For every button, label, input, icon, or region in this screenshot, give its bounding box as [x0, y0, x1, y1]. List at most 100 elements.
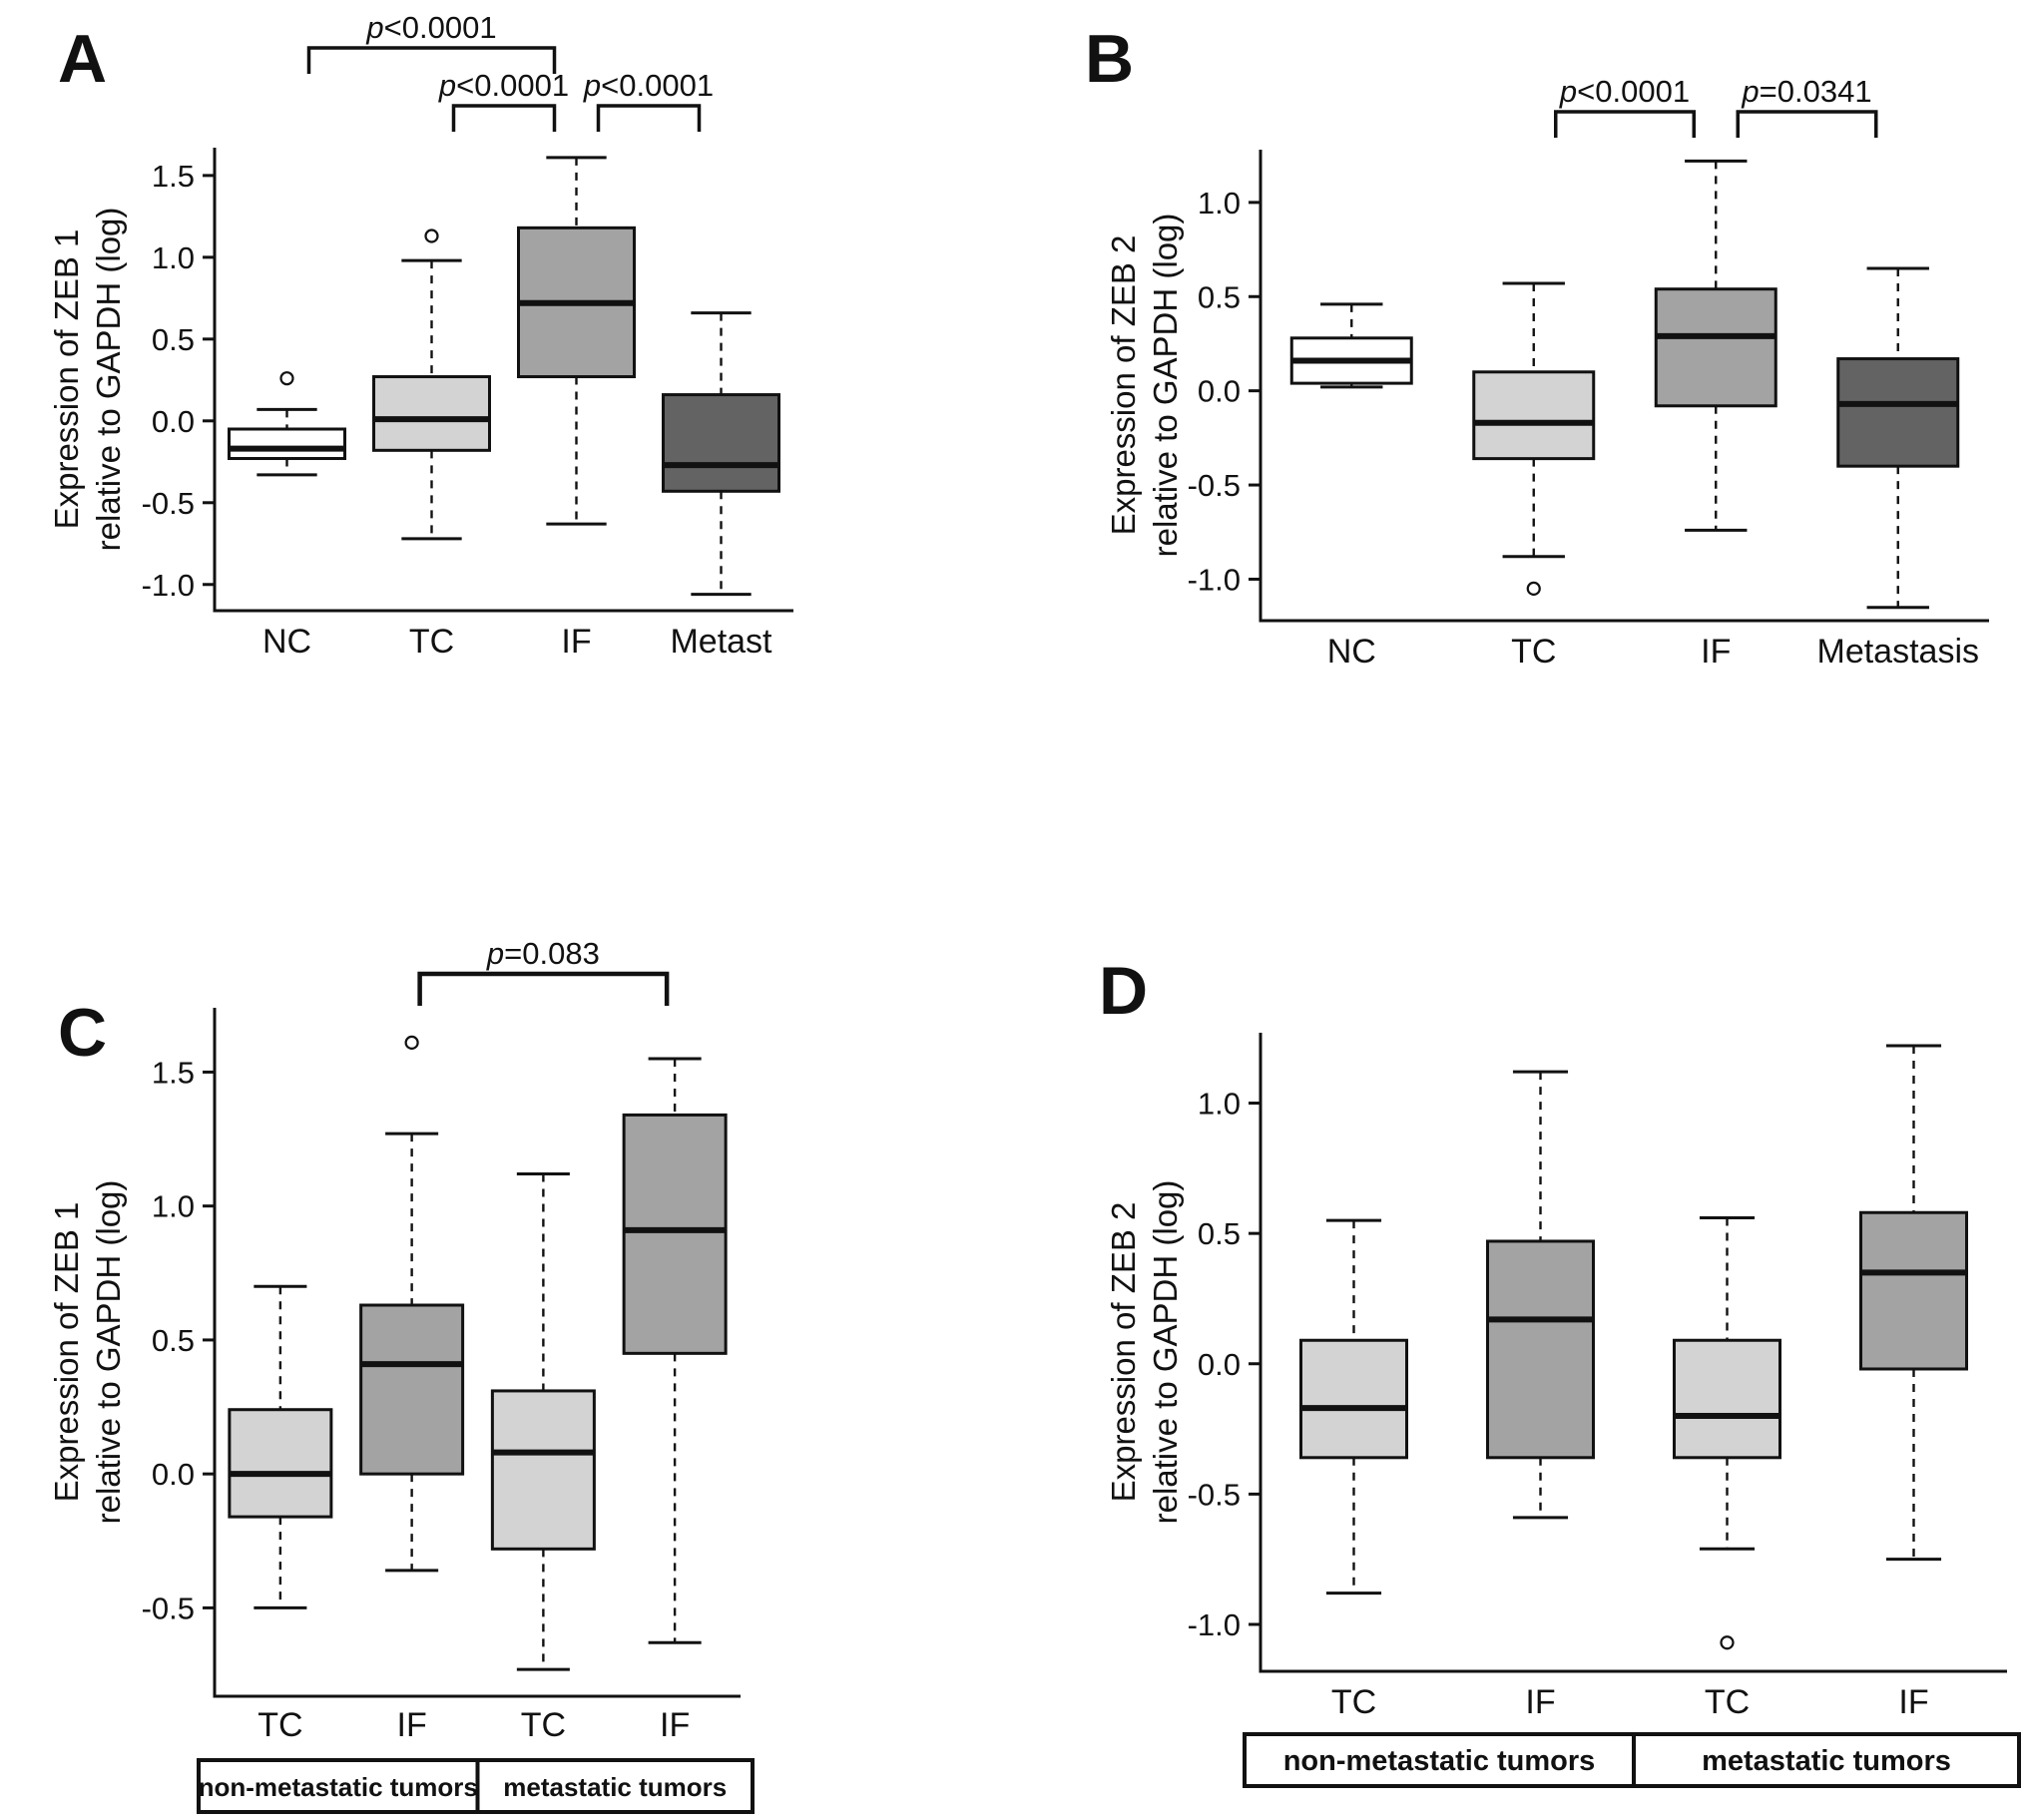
significance-bracket: p<0.0001 — [1554, 74, 1696, 138]
significance-bracket: p<0.0001 — [583, 68, 714, 132]
y-tick-label: -0.5 — [142, 486, 195, 521]
group-label: non-metastatic tumors — [197, 1758, 480, 1814]
iqr-box — [1472, 370, 1596, 461]
y-tick-label: -1.0 — [142, 568, 195, 603]
iqr-box — [228, 1408, 333, 1519]
y-tick-label: -0.5 — [1188, 1477, 1241, 1512]
y-axis-title-line: relative to GAPDH (log) — [90, 1180, 127, 1525]
panel-a: A Expression of ZEB 1 relative to GAPDH (l… — [0, 0, 1013, 878]
iqr-box — [1836, 357, 1960, 468]
boxplot-group-a-1: TC — [372, 228, 491, 661]
category-label: IF — [561, 623, 591, 661]
category-label: TC — [521, 1706, 566, 1744]
axis-lines — [213, 1008, 741, 1698]
iqr-box — [1654, 287, 1777, 408]
bracket-line — [596, 104, 702, 132]
boxplot-group-a-2: IF — [517, 156, 636, 661]
p-value-text: <0.0001 — [601, 68, 714, 103]
y-tick-label: -1.0 — [1188, 1607, 1241, 1642]
category-label: TC — [1705, 1683, 1750, 1721]
significance-bracket: p=0.0341 — [1736, 74, 1878, 138]
y-axis-title-line: relative to GAPDH (log) — [1147, 214, 1184, 558]
group-label-box — [197, 1758, 480, 1814]
iqr-box — [372, 375, 491, 452]
p-value-text: =0.083 — [504, 936, 600, 971]
panel-letter: A — [58, 21, 107, 97]
group-label-text: metastatic tumors — [503, 1772, 727, 1802]
bracket-line — [306, 46, 557, 74]
iqr-box — [359, 1303, 465, 1476]
p-value-text: =0.0341 — [1760, 74, 1872, 109]
y-tick-label: 0.5 — [152, 322, 195, 357]
group-label-text: non-metastatic tumors — [199, 1772, 478, 1802]
p-value-label: p<0.0001 — [1559, 74, 1690, 109]
y-tick-label: 1.5 — [152, 159, 195, 194]
boxplot-chart-c: C Expression of ZEB 1 relative to GAPDH (l… — [48, 936, 755, 1814]
y-tick-label: 1.0 — [1198, 186, 1241, 221]
boxplot-group-b-2: IF — [1654, 159, 1777, 671]
category-label: TC — [1331, 1683, 1376, 1721]
p-symbol: p — [365, 10, 383, 45]
y-tick-label: 0.5 — [152, 1323, 195, 1358]
boxplot-group-a-3: Metast — [662, 311, 780, 661]
outlier-point — [404, 1035, 419, 1051]
iqr-box — [662, 393, 780, 493]
iqr-box — [1859, 1210, 1968, 1371]
iqr-box — [228, 427, 346, 461]
y-axis-title-line: relative to GAPDH (log) — [90, 208, 127, 552]
panel-letter: B — [1085, 21, 1134, 97]
y-tick-label: 0.5 — [1198, 1216, 1241, 1251]
p-symbol: p — [583, 68, 601, 103]
axis-lines — [1259, 150, 1989, 623]
bracket-line — [417, 971, 670, 1006]
group-label: non-metastatic tumors — [1243, 1732, 1636, 1788]
category-label: IF — [1525, 1683, 1555, 1721]
outlier-point — [424, 228, 439, 243]
y-tick-label: -0.5 — [1188, 468, 1241, 503]
group-label: metastatic tumors — [1632, 1732, 2021, 1788]
p-value-label: p=0.083 — [486, 936, 600, 971]
group-label-text: non-metastatic tumors — [1283, 1745, 1596, 1777]
category-label: IF — [660, 1706, 690, 1744]
panel-letter: D — [1099, 953, 1148, 1029]
panel-b: B Expression of ZEB 2 relative to GAPDH (l… — [1013, 0, 2027, 878]
significance-bracket: p<0.0001 — [306, 10, 557, 74]
boxplot-group-b-1: TC — [1472, 281, 1596, 671]
significance-bracket: p=0.083 — [417, 936, 670, 1006]
p-value-text: <0.0001 — [456, 68, 569, 103]
y-axis-title-line: Expression of ZEB 2 — [1105, 235, 1142, 536]
p-symbol: p — [486, 936, 504, 971]
y-axis-title-line: relative to GAPDH (log) — [1147, 1180, 1184, 1525]
boxplot-group-c-0: TC — [228, 1284, 333, 1744]
p-symbol: p — [1741, 74, 1759, 109]
p-value-label: p=0.0341 — [1741, 74, 1871, 109]
category-label: NC — [262, 623, 311, 661]
p-symbol: p — [438, 68, 456, 103]
p-value-label: p<0.0001 — [438, 68, 569, 103]
iqr-box — [622, 1113, 728, 1355]
boxplot-chart-a: A Expression of ZEB 1 relative to GAPDH (l… — [48, 10, 793, 661]
y-axis-title-line: Expression of ZEB 1 — [48, 1202, 85, 1503]
iqr-box — [1673, 1338, 1781, 1460]
panel-c: C Expression of ZEB 1 relative to GAPDH (l… — [0, 878, 1013, 1820]
boxplot-group-d-0: TC — [1299, 1218, 1408, 1721]
category-label: Metastasis — [1817, 633, 1980, 671]
iqr-box — [1299, 1338, 1408, 1460]
y-tick-label: 0.0 — [152, 404, 195, 439]
category-label: IF — [1898, 1683, 1928, 1721]
p-value-text: <0.0001 — [384, 10, 497, 45]
axis-lines — [1259, 1033, 2007, 1673]
panel-letter: C — [58, 995, 107, 1071]
outlier-point — [1720, 1635, 1735, 1650]
y-tick-label: 0.0 — [1198, 1347, 1241, 1382]
boxplot-group-c-1: IF — [359, 1035, 465, 1744]
boxplot-chart-d: D Expression of ZEB 2 relative to GAPDH (l… — [1099, 953, 2021, 1788]
category-label: TC — [257, 1706, 302, 1744]
category-label: Metast — [670, 623, 772, 661]
y-axis-title: Expression of ZEB 1 relative to GAPDH (lo… — [48, 208, 127, 552]
y-axis-title-line: Expression of ZEB 2 — [1105, 1202, 1142, 1503]
y-tick-label: 1.0 — [152, 1189, 195, 1224]
category-label: NC — [1327, 633, 1376, 671]
boxplot-group-d-3: IF — [1859, 1044, 1968, 1721]
y-tick-label: 1.0 — [152, 240, 195, 275]
